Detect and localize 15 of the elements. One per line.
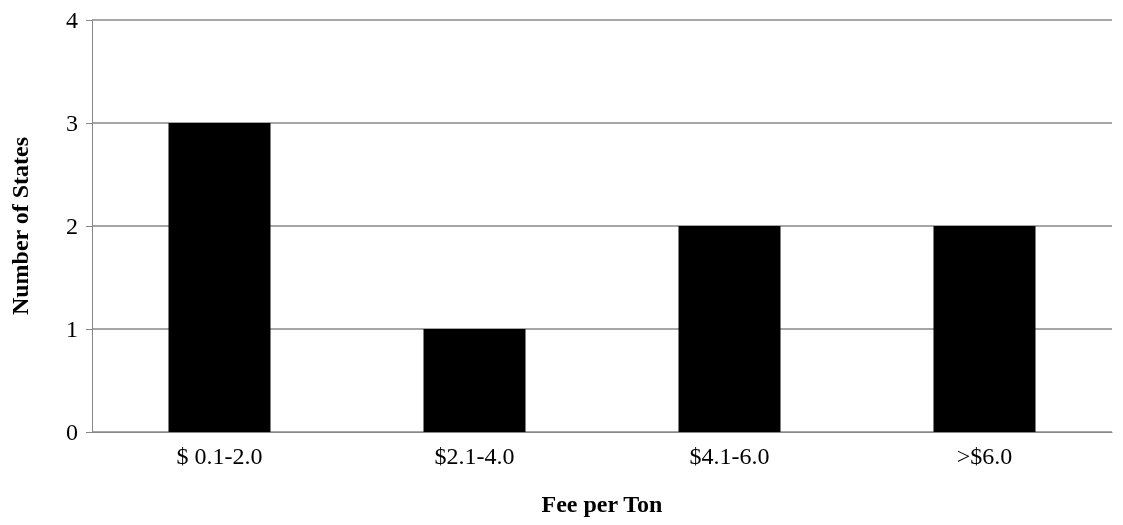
x-tick-label: $2.1-4.0: [434, 442, 515, 469]
y-tick-label: 2: [66, 213, 78, 240]
x-axis-title: Fee per Ton: [541, 491, 663, 517]
y-tick-label: 3: [66, 110, 78, 137]
bar: [933, 226, 1036, 432]
y-tick-label: 0: [66, 419, 78, 446]
bar: [423, 329, 526, 432]
x-tick-label: >$6.0: [956, 442, 1013, 469]
y-tick-label: 4: [66, 7, 78, 34]
y-tick-label: 1: [66, 316, 78, 343]
x-tick-label: $ 0.1-2.0: [176, 442, 263, 469]
bar: [678, 226, 781, 432]
x-tick-label: $4.1-6.0: [689, 442, 770, 469]
y-axis-title: Number of States: [7, 136, 33, 316]
bar: [168, 123, 271, 432]
